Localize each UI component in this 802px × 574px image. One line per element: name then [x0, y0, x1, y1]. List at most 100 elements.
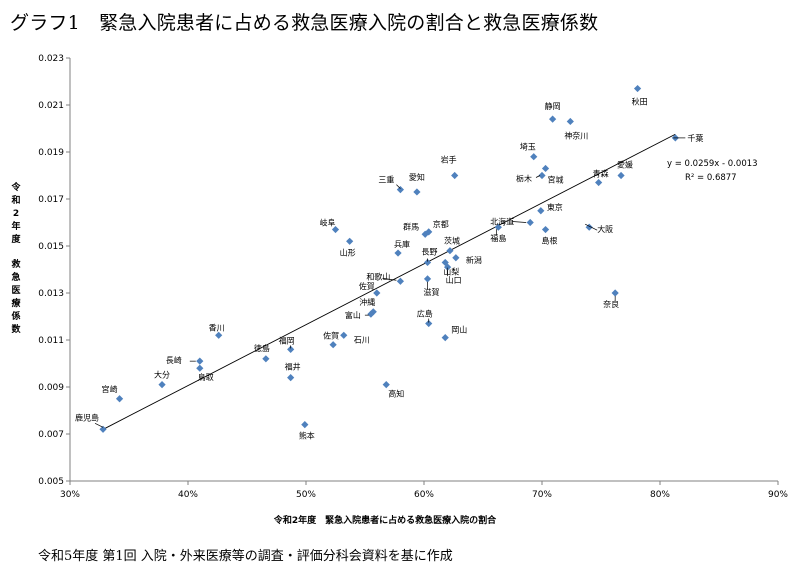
data-point-marker [287, 374, 295, 382]
data-point-marker [423, 258, 432, 267]
data-point-marker [526, 218, 534, 227]
data-point-label: 高知 [388, 389, 404, 399]
x-tick-label: 60% [414, 490, 434, 500]
data-point-marker [262, 355, 270, 363]
data-point-marker [425, 228, 433, 236]
data-point-marker [423, 275, 432, 283]
label-leader-line [396, 184, 401, 189]
data-point-label: 東京 [547, 202, 563, 212]
y-tick-label: 0.011 [38, 336, 64, 346]
data-point-label: 群馬 [403, 221, 419, 231]
data-point-label: 秋田 [632, 97, 648, 107]
data-point-marker [538, 171, 546, 180]
data-point-marker [99, 425, 107, 433]
y-tick-label: 0.009 [38, 383, 64, 393]
data-point-marker [530, 153, 538, 161]
y-axis-title: 令和 2 年度救急医療係数 [10, 181, 21, 335]
label-leader-line [585, 223, 598, 231]
data-point-label: 北海道 [490, 217, 514, 227]
data-point-label: 香川 [209, 322, 225, 332]
x-tick-label: 90% [768, 490, 788, 500]
data-point-marker [413, 188, 421, 196]
data-point-label: 島根 [542, 236, 558, 246]
data-point-label: 福井 [285, 362, 301, 372]
y-tick-label: 0.013 [38, 289, 64, 299]
data-point-label: 大分 [154, 370, 170, 380]
label-leader-line [382, 277, 397, 281]
data-point-marker [541, 225, 550, 234]
data-point-label: 愛知 [409, 172, 425, 182]
data-point-label: 長崎 [166, 355, 182, 365]
label-leader-line [94, 422, 104, 428]
data-point-marker [494, 223, 502, 231]
data-point-label: 千葉 [687, 133, 703, 143]
data-point-label: 宮崎 [102, 384, 118, 394]
data-point-marker [331, 225, 340, 234]
data-point-marker [346, 237, 354, 245]
data-point-marker [537, 207, 545, 215]
data-point-label: 広島 [417, 309, 433, 319]
data-point-marker [369, 308, 377, 316]
data-point-marker [115, 395, 124, 403]
trendline-r-squared: R² = 0.6877 [685, 173, 737, 183]
data-point-label: 和歌山 [366, 271, 390, 281]
data-point-marker [585, 223, 593, 231]
data-points [99, 84, 679, 433]
data-point-label: 山梨 [443, 266, 459, 276]
data-point-marker [287, 345, 295, 353]
x-tick-label: 40% [178, 490, 198, 500]
label-leader-line [535, 175, 541, 178]
data-point-label: 岐阜 [320, 218, 336, 228]
data-point-label: 佐賀 [359, 281, 375, 291]
source-note: 令和5年度 第1回 入院・外来医療等の調査・評価分科会資料を基に作成 [38, 549, 453, 564]
data-point-label: 栃木 [516, 174, 532, 184]
data-point-marker [541, 164, 550, 173]
data-point-label: 兵庫 [394, 239, 410, 249]
data-point-marker [425, 319, 433, 328]
data-point-marker [396, 277, 404, 285]
page-title: グラフ1 緊急入院患者に占める救急医療入院の割合と救急医療係数 [10, 12, 599, 34]
data-point-label: 石川 [354, 335, 370, 344]
data-point-marker [633, 84, 642, 93]
data-point-marker [382, 381, 390, 389]
data-point-marker [215, 331, 223, 339]
data-point-marker [452, 254, 460, 262]
data-point-label: 熊本 [299, 431, 315, 441]
data-point-label: 福島 [490, 233, 506, 243]
data-point-marker [441, 258, 449, 267]
trendline-layer [102, 133, 676, 430]
data-point-label: 宮城 [548, 174, 564, 184]
data-point-label: 三重 [378, 175, 394, 185]
data-point-marker [340, 331, 348, 339]
data-point-marker [394, 249, 402, 257]
data-point-marker [158, 381, 166, 389]
data-point-marker [196, 364, 204, 372]
data-point-marker [196, 357, 204, 365]
x-tick-label: 30% [60, 490, 80, 500]
data-point-label: 福岡 [279, 336, 295, 345]
data-point-label: 神奈川 [564, 130, 588, 140]
data-point-label: 埼玉 [520, 142, 536, 152]
y-tick-label: 0.005 [38, 477, 64, 487]
data-point-marker [617, 171, 625, 180]
data-point-marker [396, 186, 404, 194]
data-point-marker [549, 115, 557, 123]
y-tick-label: 0.007 [38, 430, 64, 440]
data-point-marker [373, 289, 381, 297]
data-point-marker [451, 171, 459, 180]
data-point-label: 山口 [446, 275, 462, 285]
data-point-label: 茨城 [444, 236, 460, 246]
data-point-label: 岡山 [451, 325, 467, 335]
data-point-label: 静岡 [545, 101, 561, 111]
data-point-label: 佐賀 [323, 331, 339, 341]
data-point-label: 鹿児島 [75, 412, 99, 422]
data-point-label: 山形 [340, 247, 356, 257]
data-point-marker [301, 421, 309, 429]
y-tick-label: 0.019 [38, 148, 64, 158]
data-point-label: 鳥取 [198, 372, 214, 382]
data-point-label: 沖縄 [359, 297, 375, 307]
data-point-label: 大阪 [597, 224, 613, 234]
y-tick-label: 0.023 [38, 54, 64, 64]
data-point-label: 岩手 [441, 155, 457, 165]
